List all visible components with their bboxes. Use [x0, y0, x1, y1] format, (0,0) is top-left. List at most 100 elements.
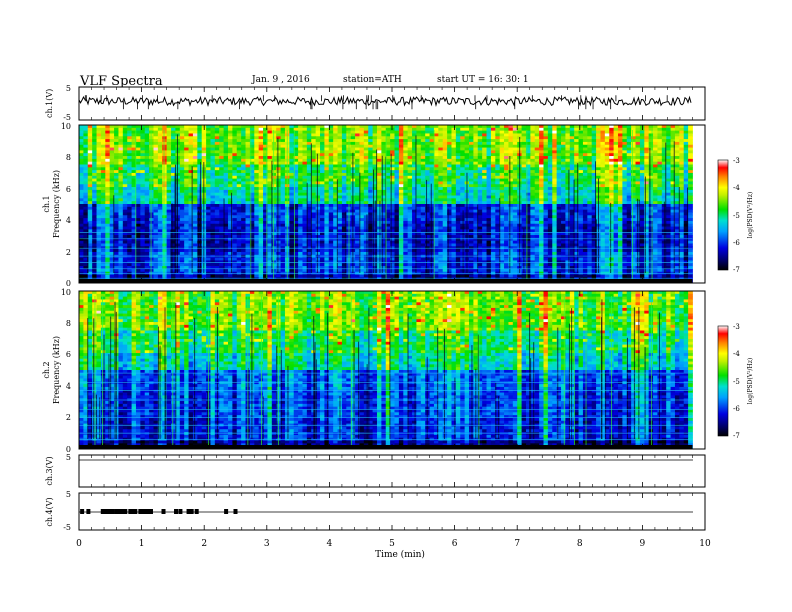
spectrogram-cell — [469, 198, 474, 201]
spectrogram-cell — [438, 210, 443, 213]
spectrogram-cell — [153, 167, 158, 170]
spectrogram-cell — [127, 221, 132, 224]
spectrogram-cell — [543, 204, 548, 207]
spectrogram-cell — [469, 136, 474, 139]
spectrogram-cell — [447, 159, 452, 162]
spectrogram-cell — [403, 207, 408, 210]
spectrogram-cell — [101, 212, 106, 215]
spectrogram-cell — [579, 218, 584, 221]
spectrogram-cell — [495, 139, 500, 142]
spectrogram-cell — [587, 212, 592, 215]
spectrogram-cell — [675, 136, 680, 139]
spectrogram-cell — [140, 224, 145, 227]
spectrogram-cell — [430, 142, 435, 145]
spectrogram-cell — [399, 148, 404, 151]
spectrogram-cell — [491, 212, 496, 215]
spectrogram-cell — [522, 173, 527, 176]
spectrogram-cell — [114, 170, 119, 173]
spectrogram-cell — [342, 150, 347, 153]
spectrogram-cell — [338, 221, 343, 224]
spectrogram-cell — [469, 201, 474, 204]
spectrogram-cell — [180, 139, 185, 142]
spectrogram-cell — [324, 156, 329, 159]
spectrogram-cell — [627, 190, 632, 193]
spectrogram-cell — [653, 139, 658, 142]
spectrogram-cell — [583, 210, 588, 213]
spectrogram-cell — [460, 139, 465, 142]
spectrogram-cell — [276, 162, 281, 165]
spectrogram-cell — [679, 210, 684, 213]
spectrogram-cell — [482, 190, 487, 193]
spectrogram-cell — [219, 212, 224, 215]
spectrogram-cell — [162, 131, 167, 134]
spectrogram-cell — [443, 145, 448, 148]
spectrogram-cell — [443, 184, 448, 187]
spectrogram-cell — [583, 179, 588, 182]
spectrogram-cell — [302, 221, 307, 224]
spectrogram-cell — [688, 159, 693, 162]
spectrogram-cell — [657, 198, 662, 201]
spectrogram-cell — [430, 131, 435, 134]
spectrogram-cell — [561, 215, 566, 218]
spectrogram-cell — [254, 167, 259, 170]
spectrogram-cell — [666, 190, 671, 193]
spectrogram-cell — [298, 181, 303, 184]
spectrogram-cell — [355, 198, 360, 201]
spectrogram-cell — [530, 198, 535, 201]
spectrogram-cell — [298, 190, 303, 193]
spectrogram-cell — [97, 156, 102, 159]
spectrogram-cell — [600, 131, 605, 134]
spectrogram-cell — [228, 165, 233, 168]
spectrogram-cell — [368, 207, 373, 210]
spectrogram-cell — [149, 196, 154, 199]
spectrogram-cell — [403, 196, 408, 199]
spectrogram-cell — [605, 170, 610, 173]
spectrogram-cell — [351, 128, 356, 131]
spectrogram-cell — [574, 201, 579, 204]
spectrogram-cell — [657, 215, 662, 218]
spectrogram-cell — [416, 131, 421, 134]
spectrogram-cell — [123, 193, 128, 196]
spectrogram-cell — [469, 156, 474, 159]
spectrogram-cell — [254, 201, 259, 204]
spectrogram-cell — [329, 221, 334, 224]
spectrogram-cell — [500, 181, 505, 184]
spectrogram-cell — [364, 139, 369, 142]
spectrogram-cell — [430, 159, 435, 162]
spectrogram-cell — [434, 153, 439, 156]
spectrogram-cell — [539, 145, 544, 148]
spectrogram-cell — [232, 198, 237, 201]
spectrogram-cell — [302, 128, 307, 131]
spectrogram-cell — [232, 204, 237, 207]
spectrogram-cell — [228, 170, 233, 173]
spectrogram-cell — [180, 221, 185, 224]
spectrogram-cell — [118, 136, 123, 139]
spectrogram-cell — [513, 156, 518, 159]
spectrogram-cell — [609, 204, 614, 207]
spectrogram-cell — [302, 156, 307, 159]
spectrogram-cell — [596, 162, 601, 165]
spectrogram-cell — [561, 173, 566, 176]
spectrogram-cell — [596, 133, 601, 136]
spectrogram-cell — [557, 196, 562, 199]
spectrogram-cell — [504, 162, 509, 165]
spectrogram-cell — [202, 156, 207, 159]
spectrogram-cell — [241, 148, 246, 151]
spectrogram-cell — [83, 212, 88, 215]
spectrogram-cell — [443, 131, 448, 134]
spectrogram-cell — [451, 193, 456, 196]
spectrogram-cell — [500, 165, 505, 168]
spectrogram-cell — [688, 142, 693, 145]
spectrogram-cell — [500, 131, 505, 134]
spectrogram-cell — [557, 198, 562, 201]
spectrogram-cell — [679, 150, 684, 153]
spectrogram-cell — [679, 136, 684, 139]
spectrogram-cell — [399, 198, 404, 201]
spectrogram-cell — [167, 198, 172, 201]
spectrogram-cell — [447, 131, 452, 134]
spectrogram-cell — [246, 181, 251, 184]
spectrogram-cell — [552, 221, 557, 224]
spectrogram-cell — [359, 148, 364, 151]
spectrogram-cell — [653, 198, 658, 201]
spectrogram-cell — [478, 139, 483, 142]
